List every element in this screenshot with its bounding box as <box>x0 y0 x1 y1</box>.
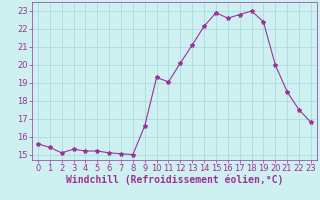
X-axis label: Windchill (Refroidissement éolien,°C): Windchill (Refroidissement éolien,°C) <box>66 175 283 185</box>
